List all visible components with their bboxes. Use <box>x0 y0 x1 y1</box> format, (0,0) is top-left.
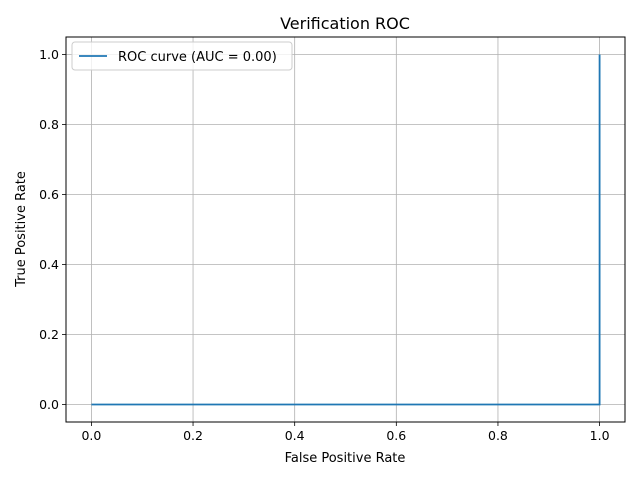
plot-frame <box>65 36 626 423</box>
legend-label: ROC curve (AUC = 0.00) <box>118 50 277 65</box>
roc-curve-line <box>91 54 601 406</box>
x-tick-label: 0.0 <box>81 428 101 443</box>
chart-title: Verification ROC <box>280 14 410 33</box>
x-tick-label: 1.0 <box>590 428 610 443</box>
x-tick-label: 0.4 <box>285 428 305 443</box>
x-axis-ticks: 0.0 0.2 0.4 0.6 0.8 1.0 <box>81 422 610 443</box>
y-tick-label: 0.4 <box>39 257 59 272</box>
y-tick-label: 0.2 <box>39 327 59 342</box>
series-lines <box>91 54 601 406</box>
y-tick-label: 1.0 <box>39 47 59 62</box>
y-tick-label: 0.0 <box>39 397 59 412</box>
legend-box <box>71 41 293 71</box>
x-axis-label: False Positive Rate <box>285 451 406 466</box>
y-axis-ticks: 0.0 0.2 0.4 0.6 0.8 1.0 <box>39 47 66 412</box>
y-axis-label: True Positive Rate <box>14 171 29 288</box>
x-tick-label: 0.6 <box>386 428 406 443</box>
y-tick-label: 0.8 <box>39 117 59 132</box>
x-tick-label: 0.2 <box>183 428 203 443</box>
legend: ROC curve (AUC = 0.00) <box>71 41 293 71</box>
x-tick-label: 0.8 <box>488 428 508 443</box>
y-tick-label: 0.6 <box>39 187 59 202</box>
